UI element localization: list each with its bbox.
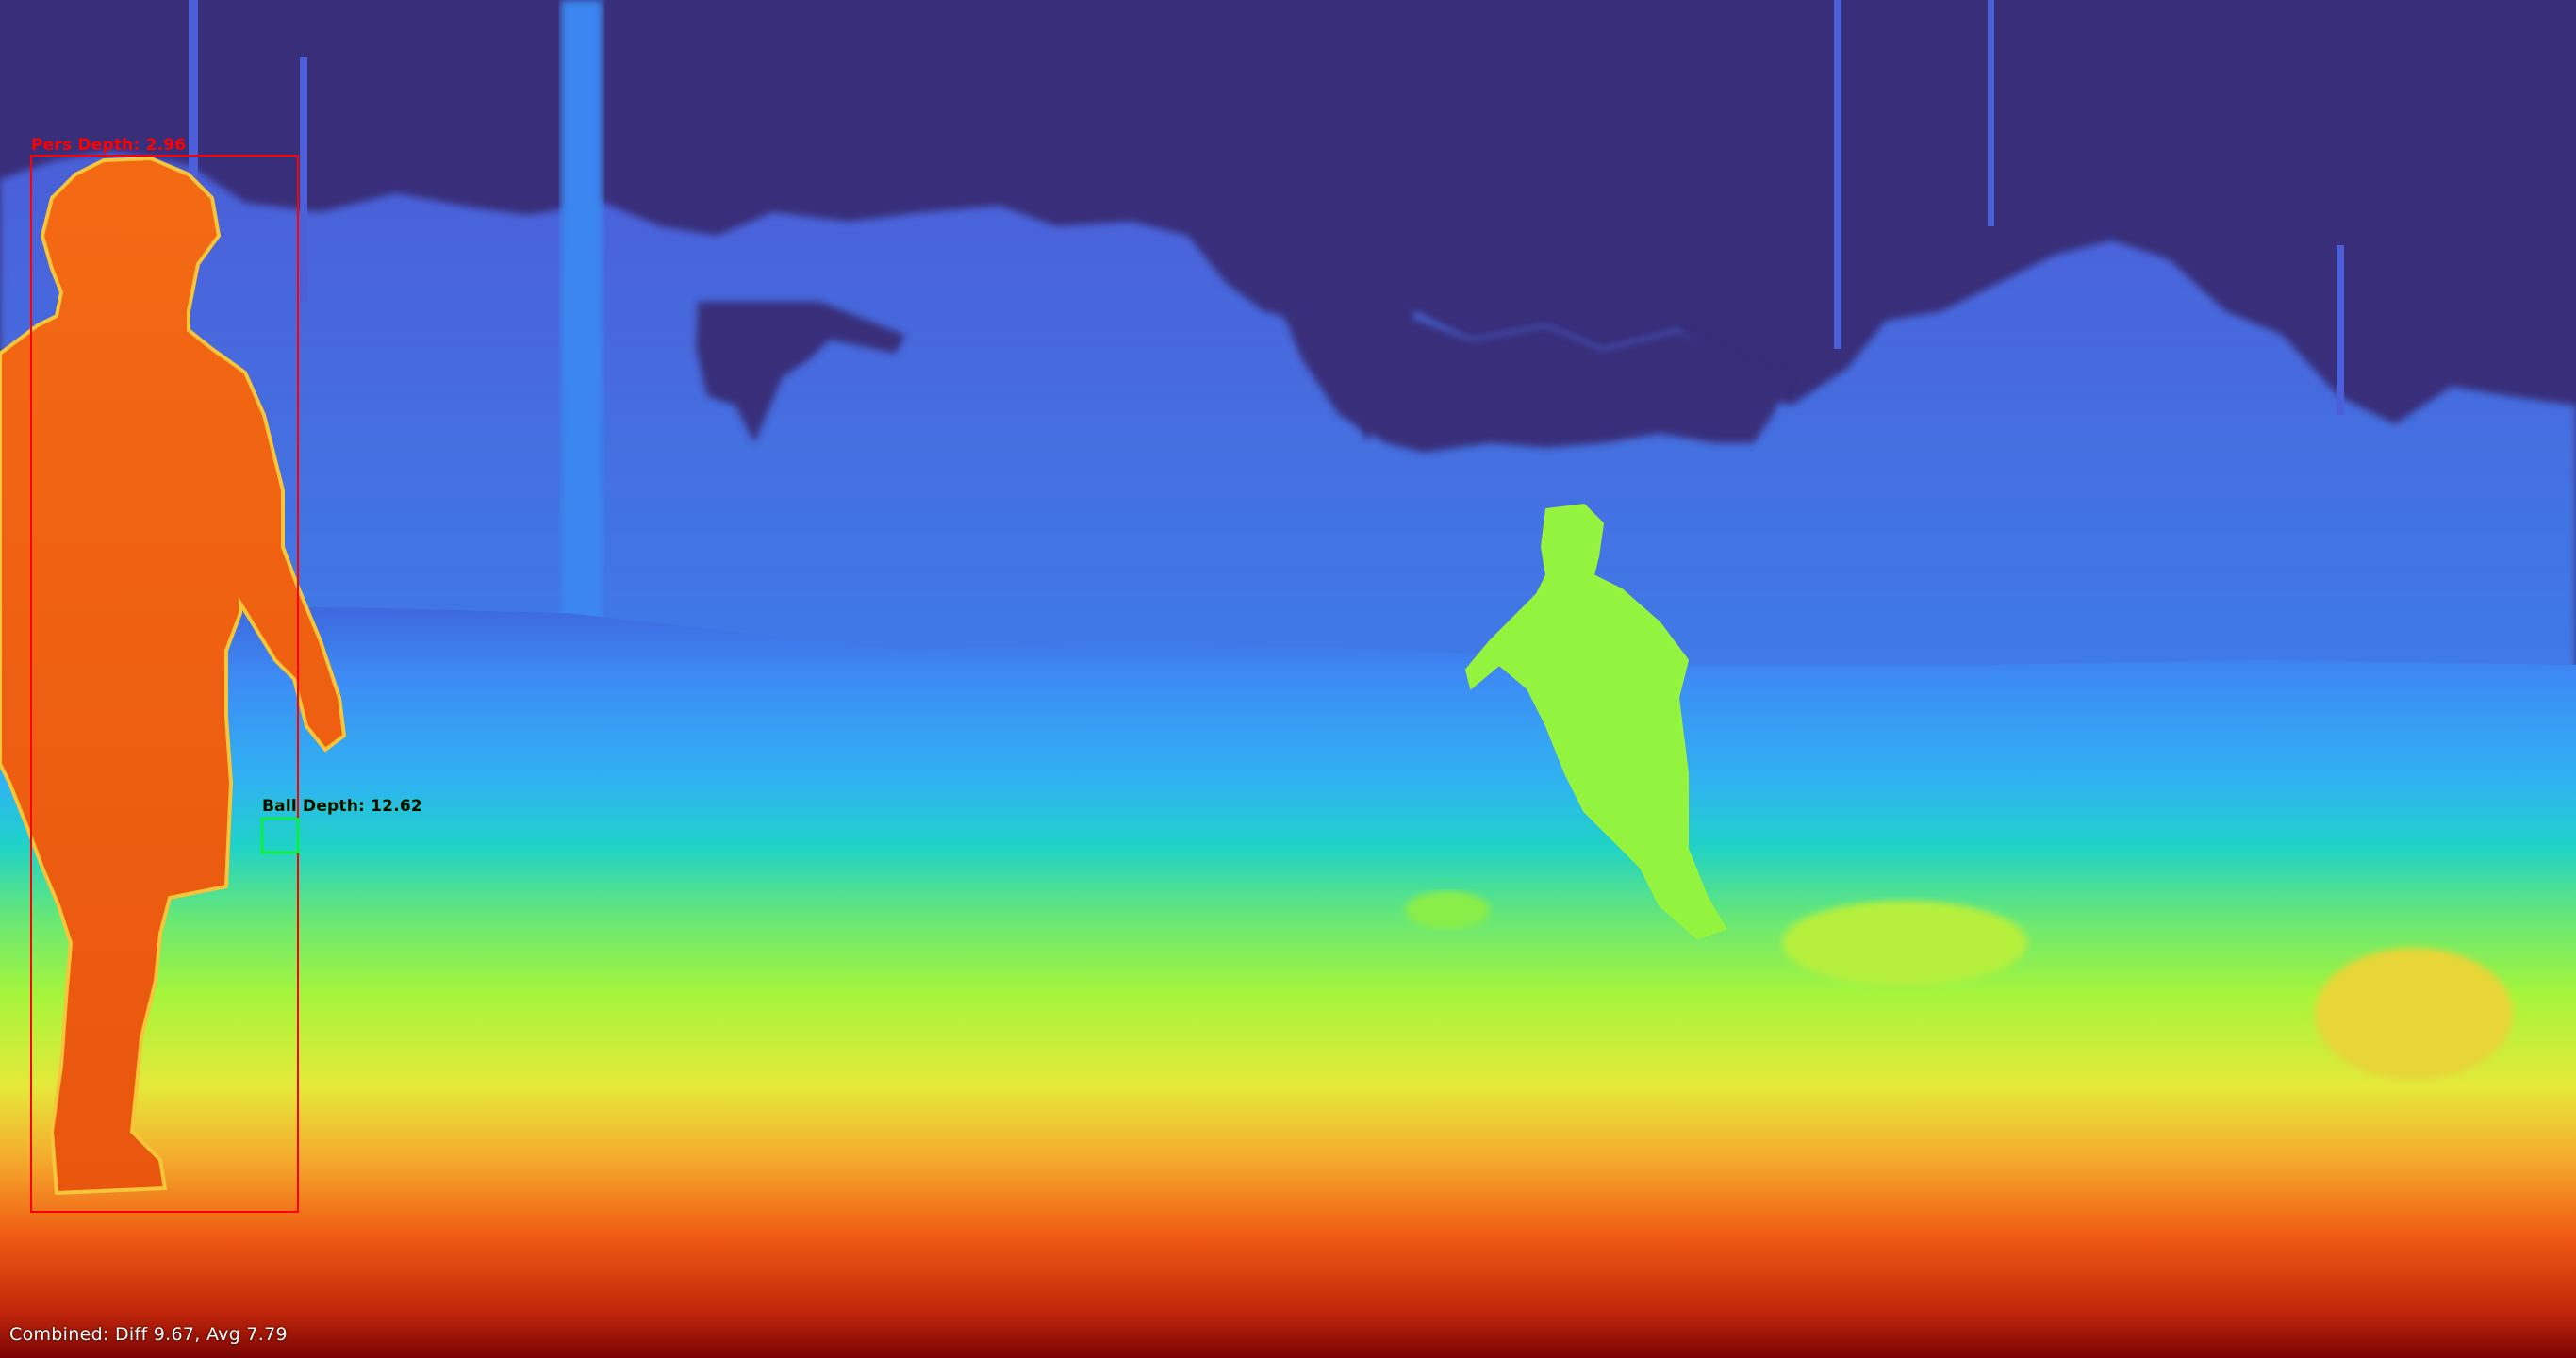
pole-far-5 xyxy=(2337,245,2344,415)
pole-far-4 xyxy=(1988,0,1994,226)
ball-depth-label: Ball Depth: 12.62 xyxy=(262,797,422,816)
ground-plane xyxy=(0,604,2576,1358)
tree-gap-left xyxy=(696,302,905,443)
pole-far-3 xyxy=(1834,0,1841,349)
field-object-right xyxy=(2315,948,2513,1080)
field-object-small xyxy=(1405,891,1490,929)
pole-far-1 xyxy=(189,0,198,283)
combined-depth-readout: Combined: Diff 9.67, Avg 7.79 xyxy=(9,1324,288,1345)
near-person xyxy=(0,156,347,1196)
field-object-mid xyxy=(1782,901,2027,985)
distant-player xyxy=(1464,503,1727,940)
ball-bounding-box xyxy=(261,818,299,853)
pole-far-2 xyxy=(300,57,307,302)
person-bounding-box xyxy=(30,155,299,1213)
tree-line xyxy=(0,151,2576,717)
tree-gap-right xyxy=(1282,311,1792,453)
person-depth-label: Pers Depth: 2.96 xyxy=(31,136,187,155)
